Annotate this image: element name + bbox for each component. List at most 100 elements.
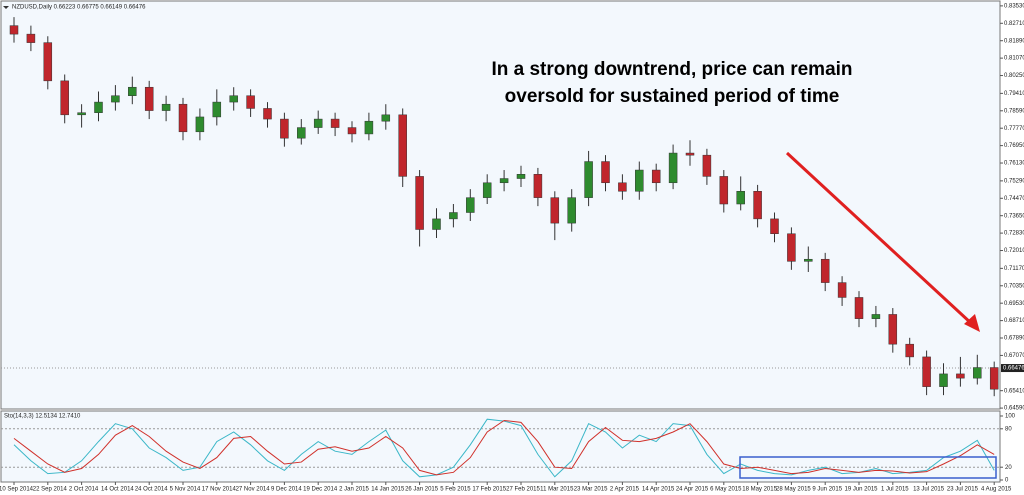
panel-arrow [3,6,9,9]
y-tick-label: 0.69530 [1004,301,1024,307]
annotation: In a strong downtrend, price can remain [491,59,852,80]
candle-body [212,101,222,118]
candle-body [516,174,526,179]
candle-body [804,258,813,262]
candle-body [820,258,830,283]
candle-body [263,108,272,120]
y-tick-label: 0.75290 [1004,178,1024,184]
y-tick-label: 0.76950 [1004,143,1024,149]
candle-body [128,86,137,96]
y-tick-label: 0.72010 [1004,248,1024,254]
y-tick-label: 0.68710 [1004,318,1024,324]
x-tick-label: 14 Apr 2015 [642,487,675,493]
x-tick-label: 2 Jan 2015 [339,487,369,493]
x-tick-label: 26 Jan 2015 [405,487,439,493]
y-tick-label: 0.81890 [1004,38,1024,44]
candle-body [939,373,948,387]
candle-body [550,197,560,224]
oscillator-title: Sto(14,3,3) 12.5134 12.7410 [4,414,81,420]
candle-body [601,161,610,184]
candle-body [178,103,188,133]
x-tick-label: 5 Nov 2014 [170,487,201,493]
x-tick-label: 2 Apr 2015 [610,487,640,493]
y-tick-label: 0.79410 [1004,91,1024,97]
candle-body [449,212,458,220]
x-tick-label: 11 Mar 2015 [540,487,574,493]
osc-y-tick-label: 0 [1005,478,1009,484]
highlight-box [739,456,997,479]
current-price-label: 0.66476 [1003,366,1024,372]
candle-body [144,86,154,111]
candle-body [229,95,238,103]
x-tick-label: 4 Aug 2015 [981,487,1012,493]
x-tick-label: 19 Jun 2015 [844,487,878,493]
candle-body [415,176,424,230]
chart-title: NZDUSD,Daily 0.66223 0.66775 0.66149 0.6… [12,5,146,11]
candle-body [347,127,357,135]
x-tick-label: 27 Feb 2015 [506,487,540,493]
candle-body [330,118,340,128]
candle-body [482,182,492,198]
x-tick-label: 13 Jul 2015 [913,487,945,493]
x-tick-label: 9 Jun 2015 [812,487,842,493]
candle-body [364,120,374,135]
trend-arrow [785,151,974,326]
y-tick-label: 0.76130 [1004,161,1024,167]
y-tick-label: 0.78590 [1004,108,1024,114]
candle-body [635,169,644,192]
osc-y-tick-label: 20 [1005,465,1012,471]
x-tick-label: 24 Oct 2014 [135,487,168,493]
x-tick-label: 17 Nov 2014 [202,487,237,493]
candle-body [651,169,661,184]
y-tick-label: 0.64590 [1004,406,1024,412]
x-tick-label: 2 Oct 2014 [69,487,99,493]
candle-body [770,218,779,234]
x-tick-label: 23 Mar 2015 [574,487,608,493]
x-tick-label: 22 Sep 2014 [33,487,68,493]
y-tick-label: 0.73650 [1004,213,1024,219]
candle-body [584,161,593,198]
y-tick-label: 0.83530 [1004,3,1024,9]
y-tick-label: 0.82710 [1004,21,1024,27]
x-tick-label: 17 Feb 2015 [472,487,506,493]
x-tick-label: 6 May 2015 [710,487,742,493]
candle-body [956,373,965,379]
candle-body [567,197,576,224]
candle-body [787,233,796,262]
candle-body [43,42,53,82]
candle-body [398,114,407,177]
candle-body [618,182,627,192]
annotation: oversold for sustained period of time [505,86,840,107]
candle-body [702,154,712,177]
y-tick-label: 0.65410 [1004,388,1024,394]
y-tick-label: 0.80250 [1004,73,1024,79]
candle-body [94,101,103,113]
candle-body [195,116,205,133]
candle-body [871,314,881,319]
x-tick-label: 14 Oct 2014 [101,487,134,493]
x-tick-label: 1 Jul 2015 [881,487,909,493]
candle-body [736,191,745,205]
candle-body [753,191,762,220]
y-tick-label: 0.77770 [1004,126,1024,132]
candle-body [161,103,171,111]
x-tick-label: 24 Apr 2015 [676,487,709,493]
candle-body [905,343,914,358]
y-tick-label: 0.74470 [1004,196,1024,202]
x-tick-label: 28 May 2015 [776,487,811,493]
x-tick-label: 9 Dec 2014 [271,487,302,493]
candle-body [888,314,898,345]
candle-body [854,297,864,319]
candle-body [432,218,441,230]
y-tick-label: 0.67070 [1004,353,1024,359]
x-tick-label: 19 Dec 2014 [303,487,338,493]
candle-body [381,114,391,122]
candle-body [989,367,999,390]
osc-y-tick-label: 100 [1005,414,1016,420]
candle-body [280,118,289,139]
candle-body [922,356,931,387]
candle-body [973,367,982,379]
osc-line [13,419,995,476]
x-tick-label: 23 Jul 2015 [947,487,979,493]
